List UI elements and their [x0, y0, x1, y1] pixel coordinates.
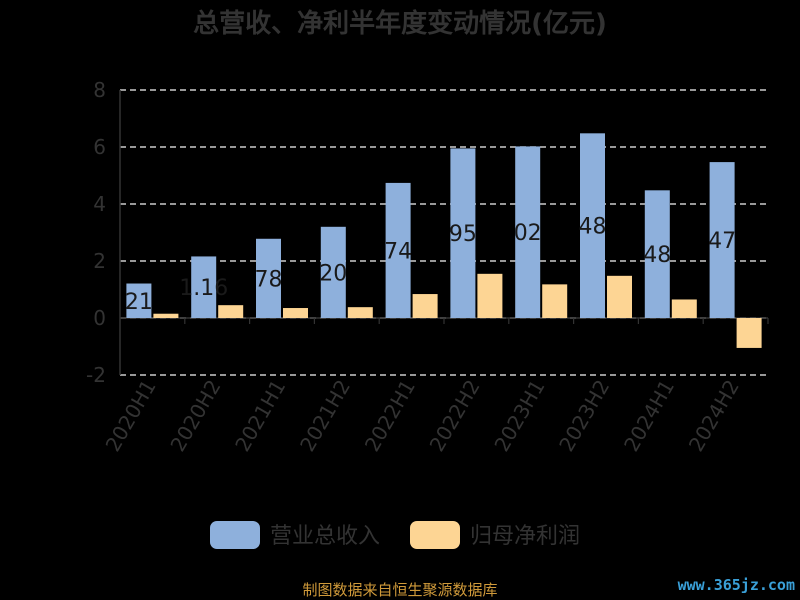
legend[interactable]: 营业总收入 归母净利润: [210, 521, 580, 549]
x-tick-label: 2021H2: [295, 376, 355, 456]
profit-bar[interactable]: [477, 273, 503, 318]
y-tick-label: 0: [93, 306, 106, 330]
revenue-data-label: 20: [319, 261, 347, 286]
profit-bar[interactable]: [542, 284, 568, 318]
revenue-bar[interactable]: [385, 182, 411, 318]
x-tick-label: 2021H1: [230, 376, 290, 456]
bars: [126, 133, 762, 348]
y-tick-label: 8: [93, 78, 106, 102]
y-tick-label: 2: [93, 249, 106, 273]
profit-bar[interactable]: [736, 318, 762, 348]
data-labels: 21 1.16 78 20 74 95 02 48 48 47: [125, 215, 736, 315]
revenue-data-label: 48: [643, 243, 671, 268]
legend-swatch[interactable]: [210, 521, 260, 549]
x-tick-label: 2023H1: [489, 376, 549, 456]
x-tick-label: 2024H1: [619, 376, 679, 456]
x-tick-label: 2022H1: [360, 376, 420, 456]
revenue-bar[interactable]: [191, 256, 217, 318]
revenue-data-label: 47: [708, 229, 736, 254]
revenue-bar[interactable]: [644, 190, 670, 318]
profit-bar[interactable]: [412, 294, 438, 318]
x-tick-label: 2020H1: [101, 376, 161, 456]
profit-bar[interactable]: [283, 308, 308, 318]
revenue-data-label: 1.16: [179, 276, 228, 301]
revenue-bar[interactable]: [320, 226, 346, 318]
revenue-data-label: 74: [384, 239, 412, 264]
chart-title: 总营收、净利半年度变动情况(亿元): [193, 8, 607, 39]
revenue-data-label: 48: [579, 215, 607, 240]
source-note: 制图数据来自恒生聚源数据库: [302, 581, 497, 599]
legend-label[interactable]: 营业总收入: [270, 524, 380, 549]
x-tick-label: 2024H2: [684, 376, 744, 456]
y-tick-label: 4: [93, 192, 106, 216]
y-tick-label: 6: [93, 135, 106, 159]
revenue-data-label: 95: [449, 222, 477, 247]
x-tick-label: 2020H2: [165, 376, 225, 456]
revenue-bar[interactable]: [450, 148, 476, 318]
y-tick-label: -2: [86, 363, 106, 387]
profit-bar[interactable]: [218, 305, 244, 318]
revenue-bar[interactable]: [256, 238, 281, 318]
revenue-data-label: 78: [255, 267, 283, 292]
legend-swatch[interactable]: [410, 521, 460, 549]
revenue-bar[interactable]: [515, 146, 541, 318]
profit-bar[interactable]: [671, 299, 697, 318]
watermark-logo: www.365jz.com: [678, 576, 795, 594]
profit-bar[interactable]: [607, 275, 632, 318]
revenue-bar[interactable]: [709, 162, 735, 318]
revenue-bar[interactable]: [580, 133, 605, 318]
profit-bar[interactable]: [347, 307, 373, 318]
revenue-data-label: 21: [125, 290, 153, 315]
grid-lines: [120, 89, 768, 376]
revenue-bar[interactable]: [126, 283, 152, 318]
profit-bar[interactable]: [153, 313, 179, 318]
x-tick-label: 2023H2: [554, 376, 614, 456]
legend-label[interactable]: 归母净利润: [470, 524, 580, 549]
x-tick-label: 2022H2: [425, 376, 485, 456]
revenue-data-label: 02: [514, 221, 542, 246]
